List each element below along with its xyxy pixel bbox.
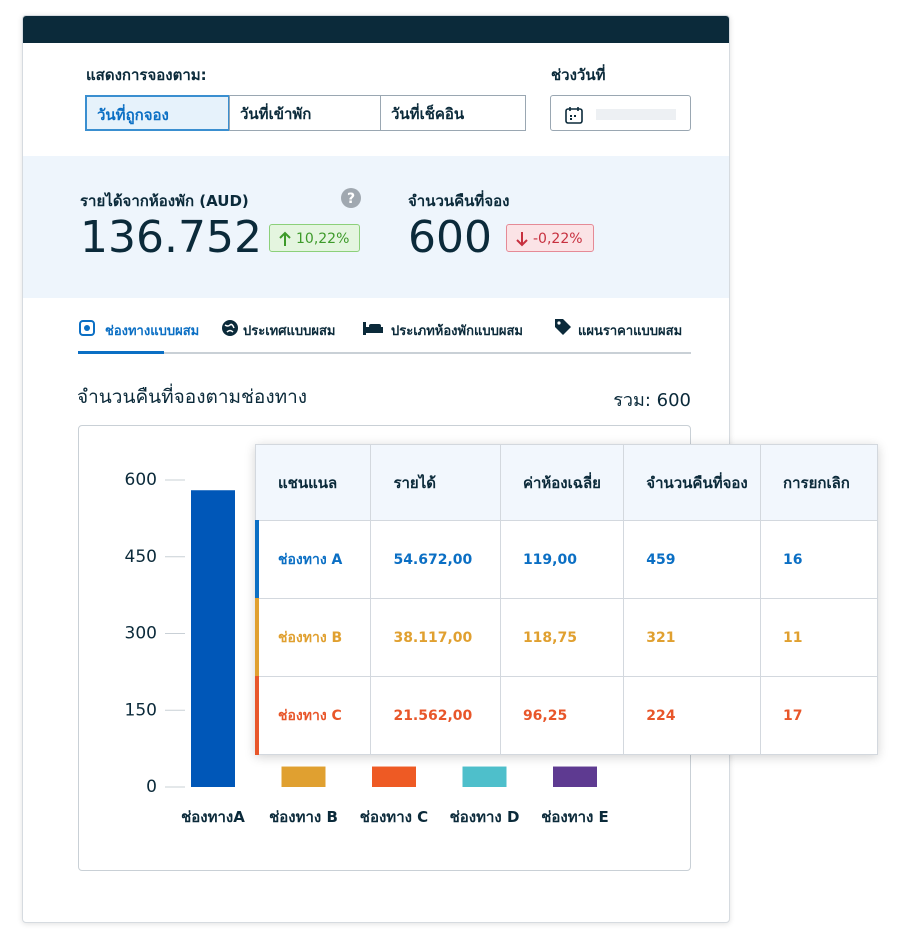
x-tick-label: ช่องทาง E — [541, 808, 609, 826]
bar — [553, 766, 597, 787]
x-tick-label: ช่องทางA — [181, 808, 245, 826]
data-table-popup: แชนแนล รายได้ ค่าห้องเฉลี่ย จำนวนคืนที่จองก… — [254, 444, 878, 755]
tab[interactable]: ประเทศแบบผสม — [243, 324, 336, 339]
change-text: 10,22% — [296, 231, 350, 247]
tab-icon — [79, 320, 95, 336]
column-header: จำนวนคืนที่จอง — [623, 444, 762, 521]
table-cell: ช่องทาง C — [254, 676, 372, 755]
table-cell: 321 — [623, 598, 762, 677]
change-text: -0,22% — [533, 231, 583, 247]
column-header: แชนแนล — [254, 444, 372, 521]
column-header: รายได้ — [370, 444, 501, 521]
row-color-bar — [255, 676, 259, 755]
y-tick-label: 0 — [146, 777, 157, 797]
table-cell: 21.562,00 — [370, 676, 501, 755]
metric-label: รายได้จากห้องพัก (AUD) — [80, 192, 249, 210]
y-tick-label: 450 — [125, 547, 157, 567]
chart-total: รวม: 600 — [613, 390, 691, 411]
svg-text:?: ? — [347, 191, 355, 207]
column-header: ค่าห้องเฉลี่ย — [499, 444, 625, 521]
tab-icon — [555, 319, 571, 335]
metric-label: จำนวนคืนที่จอง — [408, 192, 510, 210]
tab-icon — [363, 322, 383, 335]
table-row: ช่องทาง A 54.672,00 119,00 459 16 — [254, 520, 878, 599]
filter-button[interactable]: วันที่ถูกจอง — [85, 95, 230, 131]
x-tick-label: ช่องทาง B — [269, 808, 338, 826]
data-table: แชนแนล รายได้ ค่าห้องเฉลี่ย จำนวนคืนที่จองก… — [254, 444, 878, 755]
change-badge: -0,22% — [506, 224, 594, 252]
date-picker[interactable] — [550, 95, 691, 131]
tab[interactable]: ประเภทห้องพักแบบผสม — [391, 324, 523, 339]
table-row: ช่องทาง B 38.117,00 118,75 321 11 — [254, 598, 878, 677]
calendar-icon — [565, 107, 583, 124]
metric-value: 136.752 — [80, 212, 262, 263]
x-tick-label: ช่องทาง C — [360, 808, 428, 826]
help-icon[interactable]: ? — [340, 187, 362, 209]
tab-icon — [222, 320, 238, 336]
metric-value: 600 — [408, 212, 492, 263]
tab[interactable]: ช่องทางแบบผสม — [105, 324, 200, 339]
show-by-label: แสดงการจองตาม: — [86, 66, 207, 84]
stats-panel: รายได้จากห้องพัก (AUD) ? 136.752 10,22% … — [23, 156, 729, 298]
table-cell: 38.117,00 — [370, 598, 501, 677]
table-cell: ช่องทาง A — [254, 520, 372, 599]
tab-active-underline — [78, 351, 164, 354]
table-cell: 96,25 — [499, 676, 625, 755]
table-cell: 118,75 — [499, 598, 625, 677]
bar — [462, 766, 507, 787]
table-cell: 119,00 — [499, 520, 625, 599]
tab-rule — [78, 352, 691, 354]
table-cell: ช่องทาง B — [254, 598, 372, 677]
chart-title: จำนวนคืนที่จองตามช่องทาง — [77, 386, 308, 408]
bar — [281, 766, 326, 787]
table-cell: 11 — [760, 598, 878, 677]
y-tick-label: 150 — [125, 700, 157, 720]
column-header: การยกเลิก — [760, 444, 878, 521]
header-row: แชนแนล รายได้ ค่าห้องเฉลี่ย จำนวนคืนที่จองก… — [254, 444, 878, 521]
row-color-bar — [255, 598, 259, 677]
table-cell: 459 — [623, 520, 762, 599]
top-bar — [23, 16, 729, 43]
y-tick-label: 300 — [125, 624, 157, 644]
y-tick-label: 600 — [125, 470, 157, 490]
row-color-bar — [255, 520, 259, 599]
filter-button[interactable]: วันที่เช็คอิน — [380, 95, 526, 131]
tab[interactable]: แผนราคาแบบผสม — [578, 324, 683, 339]
table-row: ช่องทาง C 21.562,00 96,25 224 17 — [254, 676, 878, 755]
bar — [191, 490, 235, 787]
date-placeholder — [596, 109, 676, 120]
x-tick-label: ช่องทาง D — [450, 808, 520, 826]
change-badge: 10,22% — [269, 224, 361, 252]
down-arrow — [516, 232, 528, 247]
up-arrow — [279, 231, 291, 246]
bar — [372, 766, 416, 787]
date-range-label: ช่วงวันที่ — [551, 66, 606, 84]
table-cell: 54.672,00 — [370, 520, 501, 599]
table-cell: 17 — [760, 676, 878, 755]
table-cell: 16 — [760, 520, 878, 599]
table-cell: 224 — [623, 676, 762, 755]
